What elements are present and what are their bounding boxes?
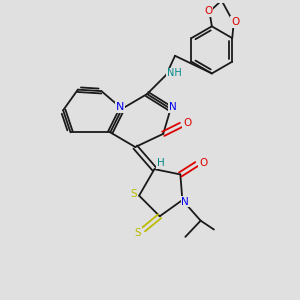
Text: O: O	[204, 6, 212, 16]
Text: N: N	[117, 101, 124, 111]
Text: H: H	[157, 158, 165, 168]
Text: N: N	[116, 102, 124, 112]
Text: S: S	[130, 189, 137, 199]
Text: N: N	[182, 196, 189, 206]
Text: O: O	[231, 17, 239, 27]
Text: NH: NH	[167, 68, 182, 78]
Text: N: N	[169, 102, 177, 112]
Text: O: O	[183, 118, 191, 128]
Text: S: S	[134, 228, 141, 238]
Text: O: O	[199, 158, 207, 168]
